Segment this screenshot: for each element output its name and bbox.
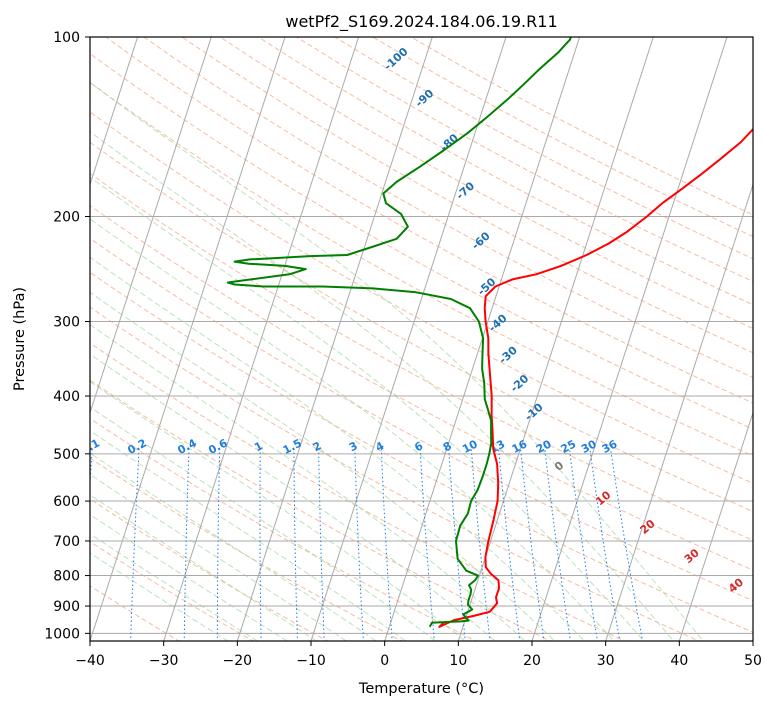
dewpoint-profile-line: [226, 37, 572, 628]
y-tick-label: 100: [53, 30, 80, 46]
dry-adiabat: [90, 342, 626, 641]
mixing-ratio-line: [544, 448, 571, 641]
x-tick-label: −20: [223, 653, 253, 669]
y-tick-label: 400: [53, 389, 80, 405]
mixing-ratio-line: [498, 448, 521, 641]
mixing-ratio-line: [130, 448, 140, 641]
moist-adiabat: [90, 218, 615, 641]
mixing-ratio-line: [216, 448, 221, 641]
mixing-ratio-label: 10: [460, 437, 480, 456]
x-tick-label: 40: [670, 653, 688, 669]
dry-adiabat: [181, 37, 753, 354]
moist-adiabat: [90, 353, 496, 641]
mixing-ratio-label: 16: [510, 437, 530, 456]
mixing-ratio-line: [610, 448, 644, 641]
mixing-ratio-line: [183, 448, 190, 641]
dry-adiabat: [90, 306, 701, 641]
y-tick-label: 800: [53, 569, 80, 585]
y-axis-title: Pressure (hPa): [12, 287, 28, 391]
dry-adiabat: [90, 141, 753, 513]
dry-adiabat: [90, 81, 753, 457]
mixing-ratio-line: [589, 448, 621, 641]
moist-adiabat: [90, 323, 526, 641]
y-tick-label: 1000: [44, 626, 80, 642]
moist-adiabat: [90, 176, 645, 641]
dry-adiabat: [90, 111, 753, 484]
isotherm: [90, 37, 139, 187]
y-tick-label: 300: [53, 315, 80, 331]
y-tick-label: 900: [53, 599, 80, 615]
moist-adiabat: [90, 406, 437, 641]
y-tick-label: 700: [53, 534, 80, 550]
x-tick-label: 30: [597, 653, 615, 669]
isotherm: [678, 411, 753, 641]
mixing-ratio-label: 20: [534, 437, 554, 456]
x-axis-title: Temperature (°C): [358, 681, 484, 697]
mixing-ratio-line: [380, 448, 393, 641]
isotherm: [236, 37, 433, 641]
mixing-ratio-line: [568, 448, 598, 641]
moist-adiabat: [90, 380, 467, 641]
moist-adiabat: [90, 473, 348, 641]
y-tick-label: 200: [53, 210, 80, 226]
profile-lines: [226, 37, 753, 628]
mixing-ratio-label: 36: [600, 437, 620, 456]
mixing-ratio-label: 25: [559, 437, 579, 456]
dry-adiabat: [90, 417, 478, 641]
x-tick-label: 20: [523, 653, 541, 669]
mixing-ratio-line: [354, 448, 364, 641]
x-tick-label: −30: [149, 653, 179, 669]
moist-adiabat: [90, 430, 407, 641]
dry-adiabat: [219, 37, 753, 330]
x-tick-label: −10: [296, 653, 326, 669]
plot-frame: [89, 36, 754, 642]
isotherm: [90, 37, 212, 415]
dry-adiabat: [90, 585, 180, 641]
isotherm: [310, 37, 507, 641]
isotherm: [457, 37, 654, 641]
x-tick-label: 10: [449, 653, 467, 669]
dry-adiabat: [90, 541, 255, 641]
temperature-profile-line: [438, 127, 753, 628]
x-axis: −40 −30 −20 −10 0 10 20 30 40 50: [75, 641, 762, 669]
isotherm: [163, 37, 360, 641]
dry-adiabat: [258, 37, 753, 306]
mixing-ratio-line: [259, 448, 262, 641]
x-tick-label: −40: [75, 653, 105, 669]
mixing-ratio-line: [520, 448, 545, 641]
isotherm: [531, 37, 728, 641]
mixing-ratio-line: [293, 448, 299, 641]
mixing-ratio-line: [318, 448, 325, 641]
x-tick-label: 0: [380, 653, 389, 669]
x-tick-label: 50: [744, 653, 762, 669]
dry-adiabat: [90, 237, 753, 602]
dry-adiabat: [90, 271, 753, 633]
moist-adiabat: [90, 256, 586, 641]
dry-adiabat: [90, 204, 753, 571]
y-axis: 1000 900 800 700 600 500 400 300 200 100: [44, 30, 90, 642]
y-tick-label: 500: [53, 447, 80, 463]
moist-adiabat: [90, 131, 675, 641]
dry-adiabat: [90, 379, 552, 641]
moist-adiabat: [90, 81, 704, 641]
mixing-ratio-label: 0.1: [79, 436, 102, 457]
isotherm: [605, 182, 753, 641]
mixing-ratio-label: 30: [579, 437, 599, 456]
isotherm: [90, 37, 286, 641]
y-tick-label: 600: [53, 494, 80, 510]
chart-title: wetPf2_S169.2024.184.06.19.R11: [285, 12, 557, 32]
isotherm: [384, 37, 581, 641]
moist-adiabat: [90, 452, 377, 641]
grid-lines: [90, 37, 753, 641]
